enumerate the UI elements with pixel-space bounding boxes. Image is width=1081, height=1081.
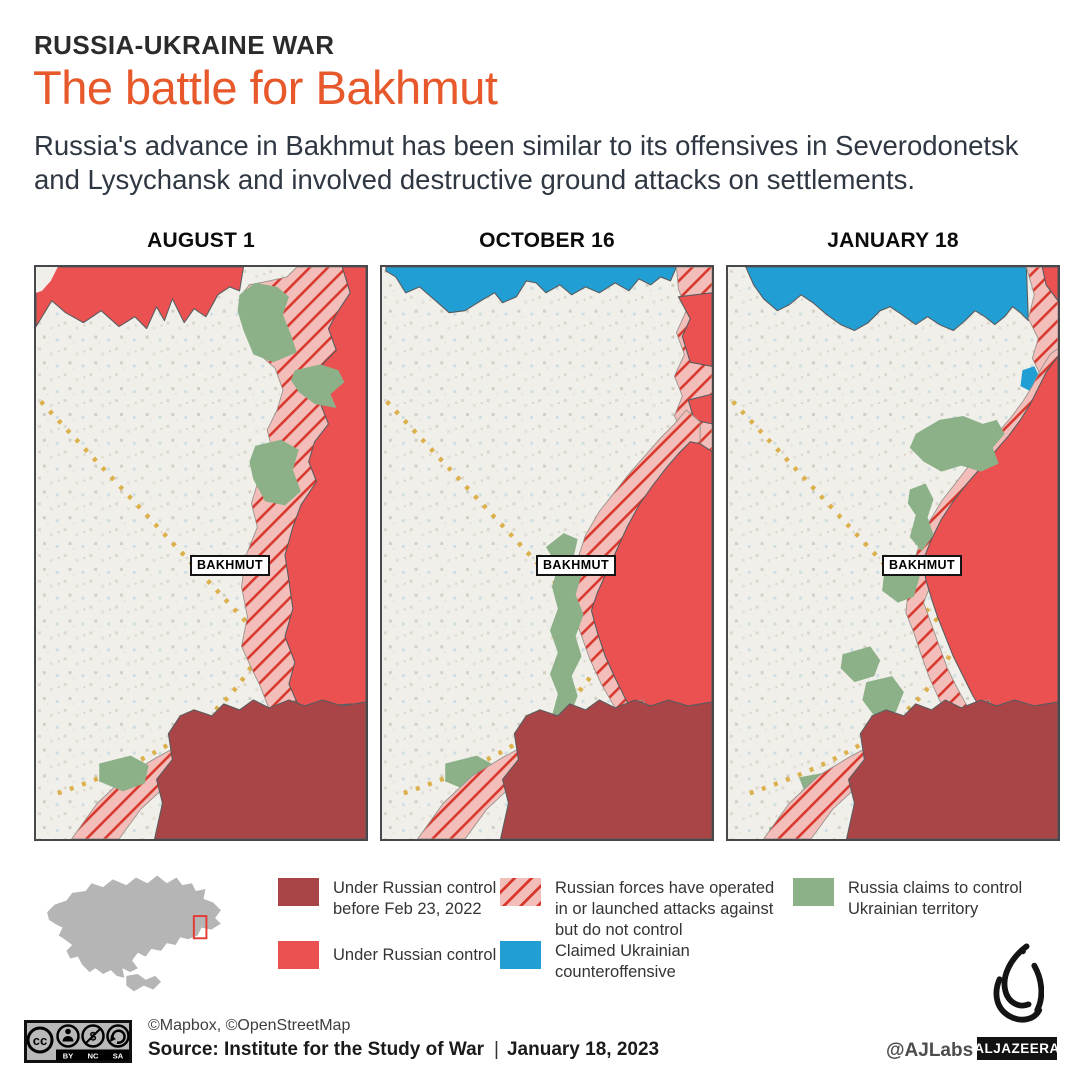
region-claimed-by-russia <box>546 533 584 730</box>
legend-item-counteroffensive: Claimed Ukrainian counteroffensive <box>500 941 745 983</box>
ukraine-silhouette <box>47 875 221 978</box>
legend-label: Under Russian control before Feb 23, 202… <box>333 879 497 918</box>
source-separator: | <box>494 1039 499 1060</box>
logo-dot <box>1019 948 1026 955</box>
page-title: The battle for Bakhmut <box>33 61 498 114</box>
legend-item-attacked-not-controlled: Russian forces have operated in or launc… <box>500 878 777 941</box>
subtitle: Russia's advance in Bakhmut has been sim… <box>34 130 1019 195</box>
legend-label: Russian forces have operated in or launc… <box>555 879 775 939</box>
bakhmut-area-marker <box>192 915 208 940</box>
cc-label-nc: NC <box>88 1052 99 1061</box>
panel-date-january-18: JANUARY 18 <box>827 229 959 252</box>
aljazeera-wordmark-text: ALJAZEERA <box>974 1041 1060 1056</box>
cc-icon-text: cc <box>33 1033 47 1048</box>
region-claimed-by-russia <box>840 646 881 683</box>
cc-label-sa: SA <box>113 1052 124 1061</box>
region-russian-control <box>677 292 712 367</box>
city-label-bakhmut: BAKHMUT <box>882 555 962 576</box>
map-august-1 <box>36 267 366 839</box>
region-claimed-by-russia <box>249 439 301 506</box>
ukraine-locator-map <box>47 875 221 992</box>
region-claimed-by-russia <box>99 755 149 792</box>
map-january-18 <box>728 267 1058 839</box>
city-label-bakhmut: BAKHMUT <box>536 555 616 576</box>
region-claimed-by-russia <box>909 415 1005 472</box>
legend-item-claimed-territory: Russia claims to control Ukrainian terri… <box>793 878 1048 920</box>
nc-slash <box>85 1028 101 1044</box>
cc-icon <box>26 1026 54 1054</box>
by-person-head <box>65 1028 71 1035</box>
region-russian-control-pre-feb-23 <box>154 699 366 839</box>
legend-item-pre-feb-control: Under Russian control before Feb 23, 202… <box>278 878 523 920</box>
region-russian-control-pre-feb-23 <box>500 699 712 839</box>
region-claimed-by-russia <box>862 676 904 716</box>
cc-license-badge: cc $ BY NC SA <box>24 1020 132 1063</box>
by-person-body <box>62 1036 74 1042</box>
cc-label-by: BY <box>63 1052 73 1061</box>
aljazeera-logo-icon <box>993 943 1044 1023</box>
region-claimed-by-russia <box>290 364 345 409</box>
region-claimed-by-russia <box>237 282 297 363</box>
legend-swatch-green <box>793 878 834 906</box>
legend-item-russian-control: Under Russian control <box>278 941 523 969</box>
map-background-notch <box>36 267 58 293</box>
legend-swatch-red <box>278 941 319 969</box>
region-ukrainian-counteroffensive <box>745 267 1029 332</box>
map-panel-august-1: BAKHMUT <box>34 265 368 841</box>
kicker: RUSSIA-UKRAINE WAR <box>34 30 335 60</box>
aljazeera-wordmark: ALJAZEERA <box>974 1037 1060 1060</box>
nc-dollar-icon <box>81 1024 105 1048</box>
crimea-silhouette <box>126 974 162 992</box>
panel-date-october-16: OCTOBER 16 <box>479 229 615 252</box>
map-attribution: ©Mapbox, ©OpenStreetMap <box>148 1017 351 1034</box>
sa-arrow-icon <box>106 1024 130 1048</box>
legend-swatch-maroon <box>278 878 319 906</box>
region-russian-control-north <box>36 267 245 330</box>
city-label-bakhmut: BAKHMUT <box>190 555 270 576</box>
panel-date-august-1: AUGUST 1 <box>147 229 255 252</box>
region-claimed-by-russia <box>907 483 934 552</box>
logo-swash-1 <box>1001 943 1032 1009</box>
by-person-icon <box>56 1024 80 1048</box>
logo-swash-2 <box>993 976 1043 1023</box>
map-october-16 <box>382 267 712 839</box>
cc-badge-strip <box>56 1049 129 1061</box>
map-panel-january-18: BAKHMUT <box>726 265 1060 841</box>
sa-arrow-arc <box>111 1029 126 1044</box>
map-panel-october-16: BAKHMUT <box>380 265 714 841</box>
region-russian-control-pre-feb-23 <box>846 699 1058 839</box>
region-russian-control <box>1041 267 1058 302</box>
source-date: January 18, 2023 <box>506 1039 660 1060</box>
logo-swash-3 <box>1031 962 1044 1014</box>
legend-label: Under Russian control <box>333 945 497 964</box>
region-ukrainian-counteroffensive <box>385 267 677 314</box>
legend-label: Russia claims to control Ukrainian terri… <box>848 879 1023 918</box>
sa-arrow-head <box>110 1035 116 1042</box>
legend-swatch-hatched <box>500 878 541 906</box>
source-line: Source: Institute for the Study of War | J… <box>148 1039 659 1061</box>
legend-swatch-blue <box>500 941 541 969</box>
ajlabs-handle: @AJLabs <box>886 1040 974 1061</box>
legend-label: Claimed Ukrainian counteroffensive <box>555 942 690 981</box>
source-text: Source: Institute for the Study of War <box>148 1039 485 1060</box>
